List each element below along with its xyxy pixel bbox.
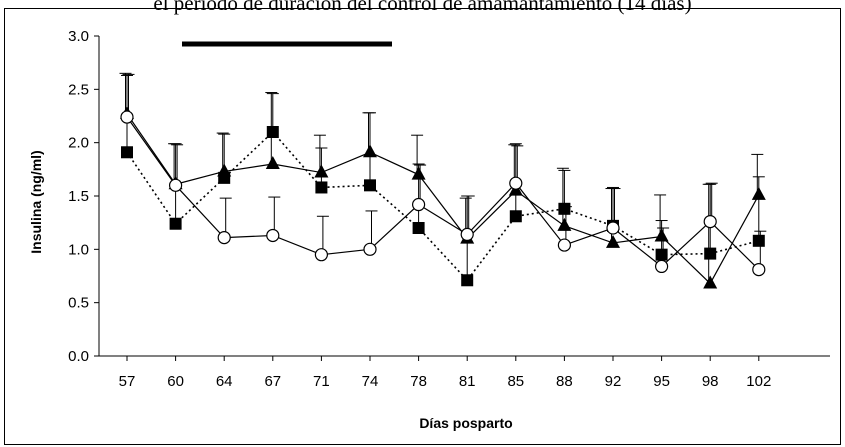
x-tick-label: 88 (556, 373, 573, 390)
open-circle-marker (752, 263, 766, 277)
square-marker (218, 171, 231, 184)
x-tick-label: 71 (313, 373, 330, 390)
x-tick-label: 102 (746, 373, 771, 390)
series-lines-layer (126, 113, 760, 285)
triangle-marker (557, 217, 572, 231)
tick-labels-layer: 0.0 0.5 1.0 1.5 2.0 2.5 3.0 57 60 64 67 71 74 78 81 85 8… (68, 28, 771, 390)
markers-layer (120, 105, 766, 289)
y-tick-label: 0.5 (68, 295, 89, 312)
y-axis-label: Insulina (ng/ml) (28, 150, 44, 253)
y-tick-label: 2.5 (68, 81, 89, 98)
square-marker (509, 210, 522, 223)
error-bars-layer (119, 72, 767, 284)
open-circle-marker (606, 221, 620, 235)
open-circle-marker (412, 197, 426, 212)
square-marker (655, 248, 668, 261)
triangle-marker (411, 166, 426, 180)
x-tick-label: 85 (507, 373, 524, 390)
square-marker (412, 222, 425, 234)
open-circle-marker (363, 242, 377, 256)
series-line-circle-open (126, 116, 760, 271)
square-marker (121, 146, 133, 159)
x-tick-label: 57 (119, 373, 136, 390)
triangle-marker (265, 156, 280, 169)
triangle-marker (363, 144, 377, 158)
series-line-triangle (126, 113, 760, 285)
triangle-marker (751, 186, 766, 200)
triangle-marker (654, 228, 669, 242)
y-tick-label: 3.0 (68, 28, 89, 45)
x-tick-label: 95 (653, 373, 670, 390)
square-marker (169, 217, 182, 230)
open-circle-marker (460, 227, 474, 241)
square-marker (704, 247, 717, 260)
open-circle-marker (217, 231, 231, 245)
y-tick-label: 0.0 (68, 348, 89, 365)
triangle-marker (606, 234, 620, 248)
open-circle-marker (557, 238, 572, 252)
open-circle-marker (266, 228, 280, 243)
y-tick-label: 2.0 (68, 135, 89, 152)
x-tick-label: 92 (605, 373, 622, 390)
y-tick-label: 1.5 (68, 188, 89, 205)
open-circle-marker (654, 259, 669, 273)
x-tick-label: 67 (264, 373, 281, 390)
square-marker (558, 202, 571, 215)
triangle-marker (314, 164, 329, 178)
x-tick-label: 64 (216, 373, 233, 390)
open-circle-marker (169, 178, 183, 192)
series-line-square (126, 130, 760, 282)
square-marker (266, 126, 279, 138)
x-tick-label: 98 (702, 373, 719, 390)
open-circle-marker (509, 176, 523, 190)
open-circle-marker (120, 110, 134, 124)
chart-frame (4, 8, 841, 445)
square-marker (315, 181, 328, 194)
triangle-marker (703, 275, 718, 289)
x-tick-label: 81 (459, 373, 476, 390)
figure-caption: el período de duración del control de am… (153, 0, 692, 15)
open-circle-marker (703, 215, 717, 229)
x-tick-label: 78 (410, 373, 427, 390)
square-marker (752, 234, 765, 247)
axes (94, 35, 830, 361)
open-circle-marker (314, 248, 328, 262)
x-axis-label: Días posparto (419, 415, 512, 431)
x-tick-label: 60 (167, 373, 184, 390)
x-tick-label: 74 (362, 373, 379, 390)
square-marker (461, 274, 474, 287)
square-marker (364, 179, 376, 192)
y-tick-label: 1.0 (68, 241, 89, 258)
